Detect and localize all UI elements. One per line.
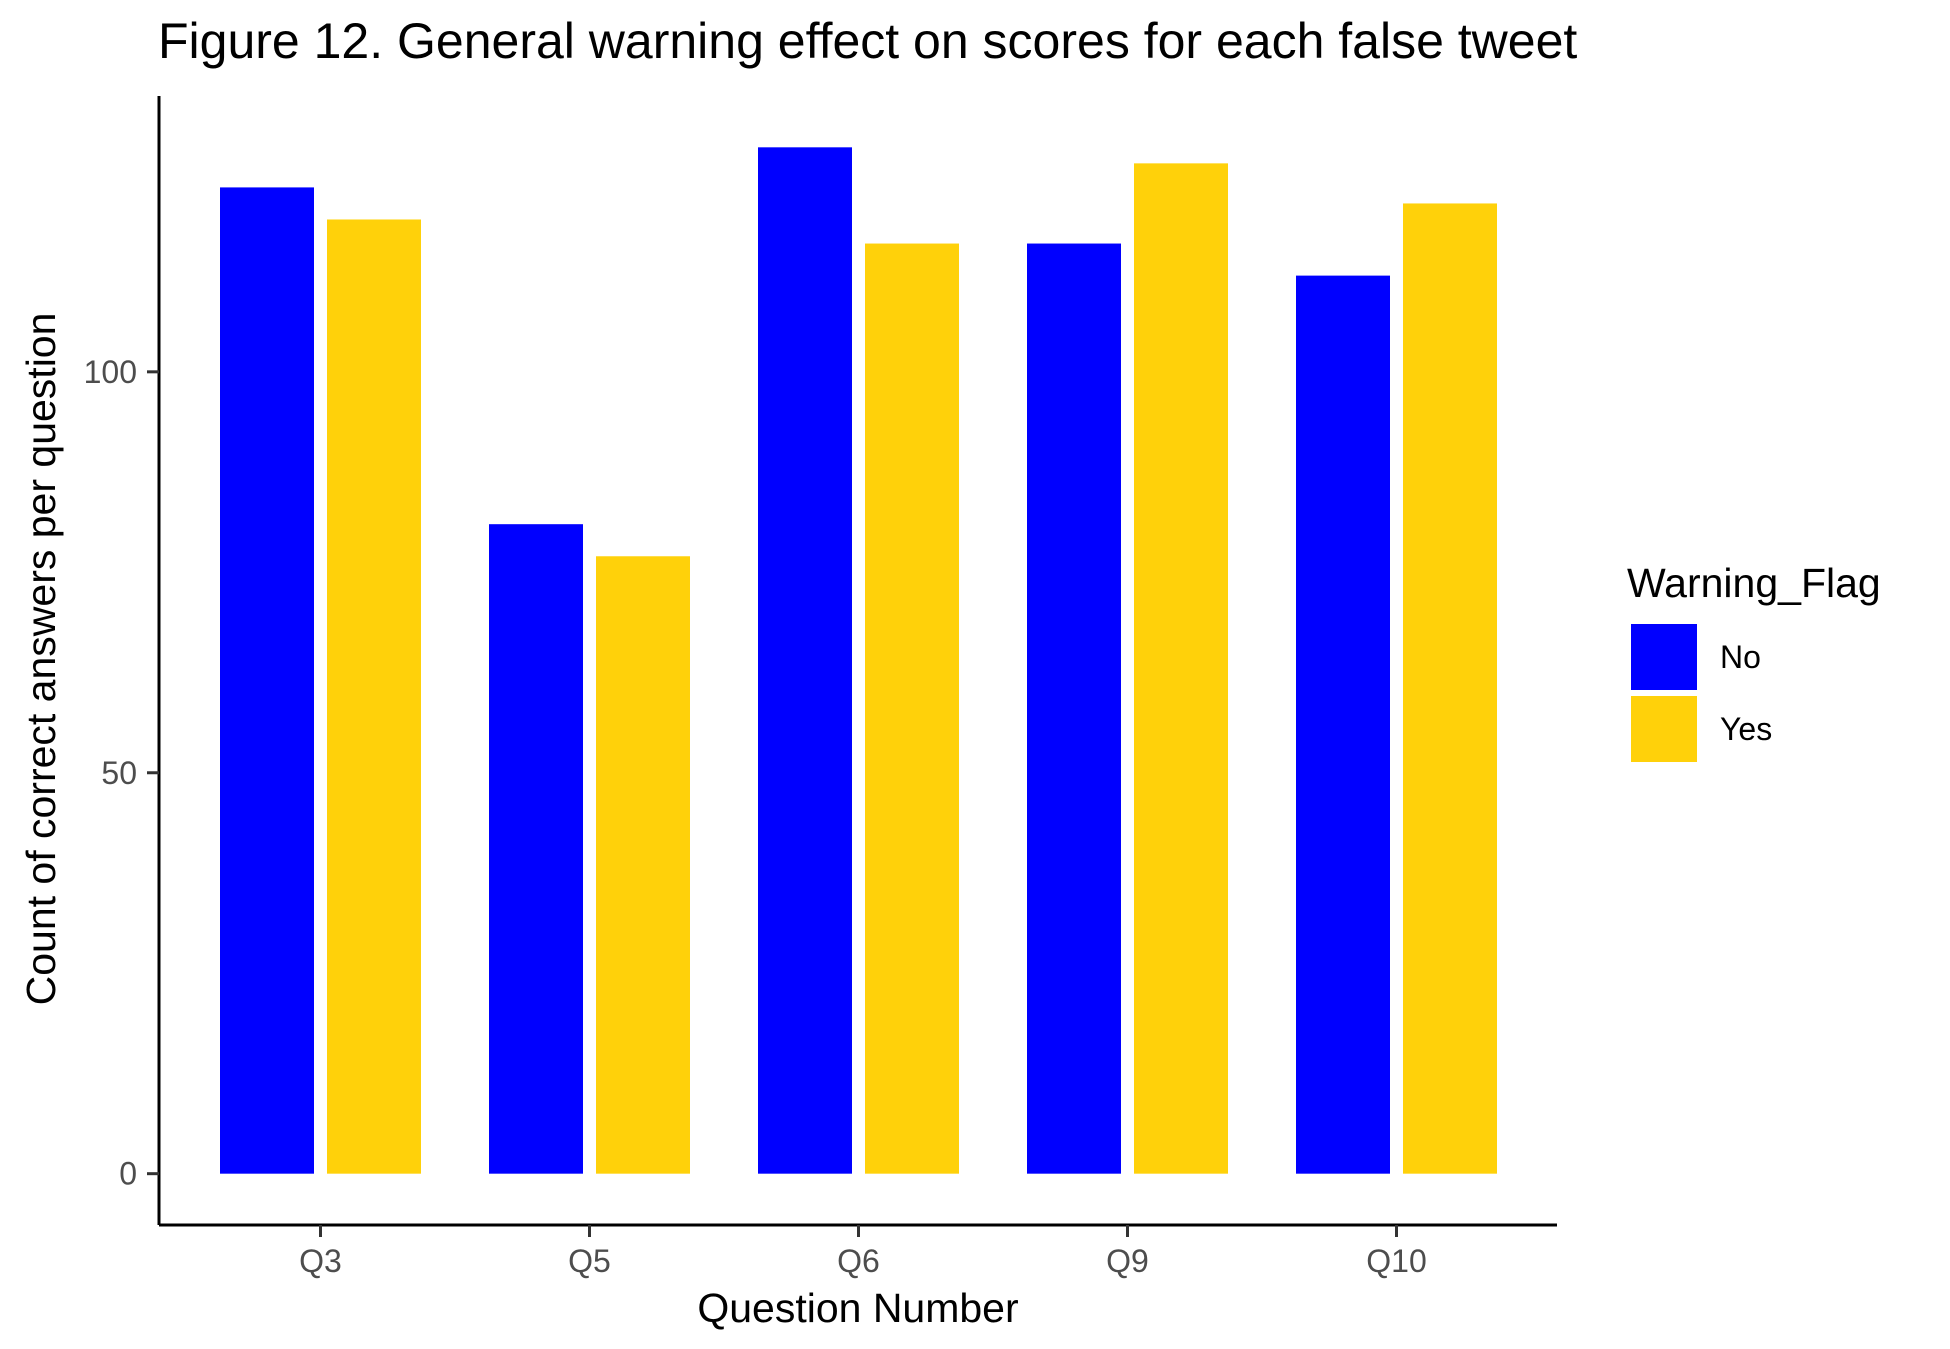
y-axis-title: Count of correct answers per question — [18, 313, 64, 1006]
y-tick-label: 0 — [119, 1156, 137, 1192]
legend-key-no — [1631, 624, 1697, 690]
chart-title: Figure 12. General warning effect on sco… — [158, 13, 1577, 69]
legend-label-yes: Yes — [1720, 711, 1772, 747]
x-tick-label: Q9 — [1106, 1243, 1149, 1279]
bar-q9-yes — [1134, 163, 1228, 1174]
x-tick-label: Q10 — [1366, 1243, 1426, 1279]
x-axis-title: Question Number — [697, 1285, 1018, 1331]
bar-q9-no — [1027, 243, 1121, 1174]
legend-key-yes — [1631, 696, 1697, 762]
x-tick-label: Q3 — [299, 1243, 342, 1279]
bars-group — [220, 147, 1497, 1174]
bar-q5-yes — [596, 556, 690, 1174]
bar-q10-yes — [1403, 203, 1497, 1174]
legend-label-no: No — [1720, 639, 1761, 675]
x-tick-label: Q6 — [837, 1243, 880, 1279]
y-axis-ticks: 0 50 100 — [84, 354, 159, 1192]
bar-q3-yes — [327, 219, 421, 1174]
y-tick-label: 50 — [101, 755, 137, 791]
bar-q5-no — [489, 524, 583, 1174]
legend: Warning_Flag No Yes — [1627, 560, 1881, 762]
bar-q10-no — [1296, 275, 1390, 1174]
y-tick-label: 100 — [84, 354, 137, 390]
bar-q6-no — [758, 147, 852, 1174]
bar-q3-no — [220, 187, 314, 1174]
legend-title: Warning_Flag — [1627, 560, 1881, 606]
bar-q6-yes — [865, 243, 959, 1174]
legend-items: No Yes — [1631, 624, 1772, 762]
x-axis-ticks: Q3 Q5 Q6 Q9 Q10 — [299, 1225, 1427, 1279]
x-tick-label: Q5 — [568, 1243, 611, 1279]
